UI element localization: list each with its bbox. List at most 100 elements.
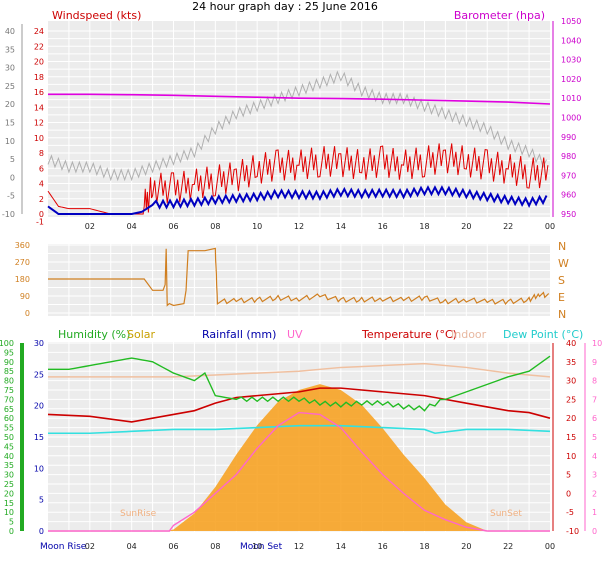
humidity-tick: 40: [4, 452, 14, 461]
uv-tick: 4: [592, 452, 597, 461]
legend-humidity: Humidity (%): [58, 328, 130, 341]
barometer-axis-label: Barometer (hpa): [454, 9, 545, 22]
windspeed-tick: -1: [36, 218, 44, 227]
wind-average-series-line: [47, 185, 548, 215]
humidity-tick: 5: [9, 518, 14, 527]
x-tick-label: 06: [168, 542, 178, 551]
humidity-tick: 25: [4, 480, 14, 489]
x-tick-label: 00: [545, 542, 555, 551]
compass-label: W: [558, 257, 569, 270]
rainfall-tick: 10: [34, 464, 44, 473]
barometer-series-line: [48, 93, 551, 105]
barometer-tick: 1040: [561, 36, 581, 45]
compass-label: S: [558, 274, 565, 287]
direction-tick: 0: [25, 309, 30, 318]
uv-tick: 6: [592, 414, 597, 423]
windspeed-tick: 20: [34, 58, 44, 67]
moon-rise-label: Moon Rise: [40, 542, 87, 552]
humidity-tick: 55: [4, 424, 14, 433]
far-left-tick: 10: [5, 137, 15, 146]
humidity-tick: 75: [4, 386, 14, 395]
barometer-tick: 1010: [561, 94, 581, 103]
humidity-tick: 10: [4, 508, 14, 517]
far-left-tick: 40: [5, 27, 15, 36]
temperature-tick: 25: [566, 395, 576, 404]
x-tick-label: 10: [252, 542, 262, 551]
uv-tick: 1: [592, 508, 597, 517]
temperature-tick: 5: [566, 471, 571, 480]
uv-tick: 10: [592, 339, 602, 348]
windspeed-tick: 22: [34, 42, 44, 51]
rainfall-tick: 25: [34, 370, 44, 379]
x-tick-label: 10: [252, 222, 262, 231]
uv-tick: 3: [592, 471, 597, 480]
windspeed-tick: 18: [34, 73, 44, 82]
page-title: 24 hour graph day : 25 June 2016: [192, 0, 378, 13]
far-left-tick: 35: [5, 45, 15, 54]
gust-series-line: [47, 70, 547, 182]
far-left-tick: 30: [5, 64, 15, 73]
humidity-tick: 50: [4, 433, 14, 442]
windspeed-tick: 6: [39, 164, 44, 173]
compass-label: E: [558, 291, 565, 304]
far-left-tick: 0: [10, 173, 15, 182]
far-left-tick: 20: [5, 100, 15, 109]
x-tick-label: 22: [503, 222, 513, 231]
uv-tick: 8: [592, 377, 597, 386]
uv-tick: 2: [592, 489, 597, 498]
humidity-tick: 60: [4, 414, 14, 423]
uv-tick: 5: [592, 433, 597, 442]
direction-tick: 360: [15, 241, 30, 250]
x-tick-label: 12: [294, 542, 304, 551]
legend-rainfall: Rainfall (mm): [202, 328, 276, 341]
x-tick-label: 00: [545, 222, 555, 231]
x-tick-label: 14: [336, 222, 346, 231]
rainfall-tick: 0: [39, 527, 44, 536]
temperature-tick: 10: [566, 452, 576, 461]
windspeed-tick: 24: [34, 27, 44, 36]
x-tick-label: 14: [336, 542, 346, 551]
x-tick-label: 12: [294, 222, 304, 231]
x-tick-label: 20: [461, 222, 471, 231]
windspeed-tick: 16: [34, 88, 44, 97]
x-tick-label: 22: [503, 542, 513, 551]
humidity-tick: 15: [4, 499, 14, 508]
dew-point-series-line: [48, 424, 551, 435]
x-tick-label: 08: [210, 222, 220, 231]
x-tick-label: 18: [419, 222, 429, 231]
temperature-tick: 35: [566, 358, 576, 367]
x-tick-label: 06: [168, 222, 178, 231]
rainfall-tick: 5: [39, 496, 44, 505]
x-tick-label: 02: [85, 542, 95, 551]
windspeed-tick: 4: [39, 180, 44, 189]
barometer-tick: 950: [561, 210, 576, 219]
sunset-label: SunSet: [490, 509, 522, 519]
sunrise-label: SunRise: [120, 509, 157, 519]
humidity-tick: 30: [4, 471, 14, 480]
x-tick-label: 20: [461, 542, 471, 551]
humidity-tick: 20: [4, 489, 14, 498]
humidity-tick: 90: [4, 358, 14, 367]
uv-tick: 7: [592, 395, 597, 404]
uv-tick: 9: [592, 358, 597, 367]
humidity-tick: 45: [4, 442, 14, 451]
humidity-tick: 85: [4, 367, 14, 376]
windspeed-tick: 8: [39, 149, 44, 158]
barometer-tick: 960: [561, 191, 576, 200]
far-left-tick: -10: [2, 210, 15, 219]
temperature-series-line: [47, 387, 551, 423]
humidity-series-line: [48, 355, 551, 412]
windspeed-tick: 2: [39, 195, 44, 204]
windspeed-tick: 14: [34, 103, 44, 112]
direction-tick: 270: [15, 258, 30, 267]
x-tick-label: 02: [85, 222, 95, 231]
x-tick-label: 04: [127, 542, 137, 551]
windspeed-axis-label: Windspeed (kts): [52, 9, 141, 22]
humidity-tick: 65: [4, 405, 14, 414]
rainfall-tick: 20: [34, 402, 44, 411]
direction-tick: 180: [15, 275, 30, 284]
x-tick-label: 08: [210, 542, 220, 551]
humidity-tick: 70: [4, 395, 14, 404]
legend-temperature: Temperature (°C): [361, 328, 457, 341]
